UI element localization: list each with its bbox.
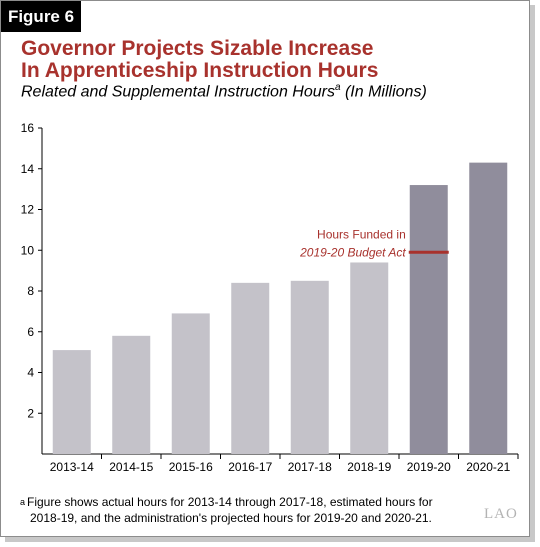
bar <box>112 335 151 454</box>
chart-title-line1: Governor Projects Sizable Increase <box>21 37 374 60</box>
lao-logo: LAO <box>484 506 518 522</box>
x-tick-label: 2017-18 <box>288 460 332 474</box>
x-tick-label: 2019-20 <box>407 460 451 474</box>
subtitle-text: Related and Supplemental Instruction Hou… <box>21 83 335 101</box>
footnote-mark: a <box>20 497 26 507</box>
x-tick-label: 2018-19 <box>347 460 391 474</box>
y-tick-label: 14 <box>21 162 35 176</box>
footnote-line2: 2018-19, and the administration's projec… <box>30 511 432 525</box>
figure-label: Figure 6 <box>1 1 81 32</box>
y-tick-label: 12 <box>21 203 35 217</box>
bar <box>350 262 389 454</box>
x-tick-label: 2013-14 <box>50 460 94 474</box>
y-tick-label: 6 <box>27 325 34 339</box>
annotation-line2: 2019-20 Budget Act <box>299 245 406 259</box>
x-tick-label: 2014-15 <box>109 460 153 474</box>
chart-title-line2: In Apprenticeship Instruction Hours <box>21 59 379 82</box>
bar <box>469 162 508 454</box>
footnote-line1: Figure shows actual hours for 2013-14 th… <box>27 495 433 509</box>
bar <box>171 313 210 454</box>
subtitle-footnote-mark: a <box>334 82 341 93</box>
footnote: a Figure shows actual hours for 2013-14 t… <box>20 494 490 526</box>
bar <box>231 282 270 454</box>
y-tick-label: 16 <box>21 121 35 135</box>
annotation-line1: Hours Funded in <box>317 227 406 241</box>
y-tick-label: 4 <box>27 366 34 380</box>
bar <box>409 185 448 455</box>
subtitle-units: (In Millions) <box>340 83 427 101</box>
y-tick-label: 10 <box>21 243 35 257</box>
x-tick-label: 2020-21 <box>466 460 510 474</box>
bar <box>290 280 329 454</box>
chart-subtitle: Related and Supplemental Instruction Hou… <box>21 82 427 101</box>
y-tick-label: 2 <box>27 406 34 420</box>
bar <box>52 350 91 454</box>
x-tick-label: 2015-16 <box>169 460 213 474</box>
x-tick-label: 2016-17 <box>228 460 272 474</box>
y-tick-label: 8 <box>27 284 34 298</box>
chart-title: Governor Projects Sizable Increase In Ap… <box>21 38 378 82</box>
